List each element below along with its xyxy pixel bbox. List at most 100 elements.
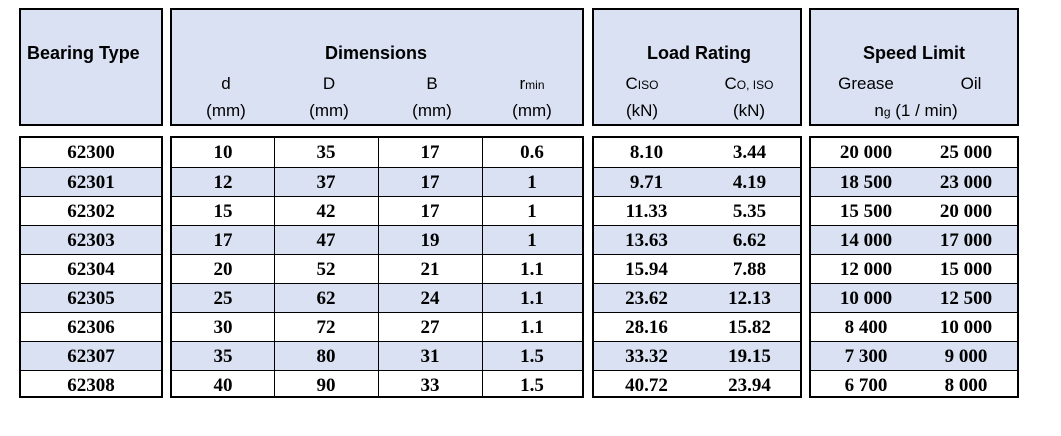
cell-r: 1: [527, 172, 537, 193]
cell-type: 62301: [67, 172, 115, 193]
table-row: 62304: [21, 254, 161, 284]
ciso-sub: ISO: [637, 78, 659, 92]
cell-d: 10: [213, 142, 233, 163]
cell-c: 11.33: [625, 201, 668, 222]
col-d-unit: (mm): [206, 101, 246, 120]
cell-type: 62304: [67, 259, 115, 280]
cell-oil: 9 000: [944, 346, 988, 367]
col-ciso-label: CISO: [612, 74, 672, 94]
ng-unit-text: (1 / min): [890, 101, 958, 120]
col-rmin-unit: (mm): [512, 101, 552, 120]
table-row: 15 42 17 1: [172, 196, 582, 226]
cell-d: 40: [213, 375, 233, 396]
table-row: 10 35 17 0.6: [172, 138, 582, 167]
cell-grease: 6 700: [844, 375, 888, 396]
load-rating-heading: Load Rating: [647, 43, 751, 63]
ng-main: n: [874, 101, 884, 120]
table-row: 15.94 7.88: [594, 254, 800, 284]
cell-c: 40.72: [625, 375, 668, 396]
cell-r: 1.5: [520, 375, 544, 396]
cell-D: 35: [316, 142, 336, 163]
column-divider: [378, 138, 379, 396]
cell-c: 9.71: [629, 172, 664, 193]
cell-d: 17: [213, 230, 233, 251]
table-row: 62303: [21, 225, 161, 255]
header-load-rating: Load Rating CISO CO, ISO (kN) (kN): [592, 8, 802, 126]
dimensions-heading: Dimensions: [325, 43, 428, 63]
table-block-bearing-type: 62300 62301 62302 62303 62304 62305 62306 62307…: [19, 136, 163, 398]
col-D-label: D: [322, 74, 336, 93]
cell-B: 17: [420, 172, 440, 193]
cell-D: 37: [316, 172, 336, 193]
cell-grease: 7 300: [844, 346, 888, 367]
column-divider: [274, 138, 275, 396]
cell-grease: 10 000: [839, 288, 893, 309]
cell-r: 1.1: [520, 288, 544, 309]
cell-oil: 20 000: [939, 201, 993, 222]
table-row: 28.16 15.82: [594, 312, 800, 342]
table-row: 40.72 23.94: [594, 370, 800, 400]
col-rmin-label: rmin: [497, 74, 567, 94]
table-row: 35 80 31 1.5: [172, 341, 582, 371]
table-row: 62305: [21, 283, 161, 313]
c0iso-sub: O, ISO: [736, 78, 774, 92]
table-row: 62307: [21, 341, 161, 371]
table-row: 13.63 6.62: [594, 225, 800, 255]
cell-c: 13.63: [625, 230, 668, 251]
cell-c0: 23.94: [728, 375, 771, 396]
c0iso-main: C: [724, 74, 737, 93]
table-row: 12 37 17 1: [172, 167, 582, 197]
cell-c0: 15.82: [728, 317, 771, 338]
cell-B: 27: [420, 317, 440, 338]
table-block-speed-limit: 20 000 25 000 18 500 23 000 15 500 20 000 14 0…: [809, 136, 1019, 398]
cell-r: 1.1: [520, 317, 544, 338]
rmin-main: r: [519, 74, 526, 93]
cell-D: 47: [316, 230, 336, 251]
speed-limit-heading: Speed Limit: [863, 43, 966, 63]
col-ciso-unit: (kN): [625, 101, 659, 120]
table-row: 15 500 20 000: [811, 196, 1017, 226]
cell-grease: 8 400: [844, 317, 888, 338]
cell-c0: 12.13: [728, 288, 771, 309]
cell-c: 33.32: [625, 346, 668, 367]
table-row: 9.71 4.19: [594, 167, 800, 197]
cell-oil: 25 000: [939, 142, 993, 163]
table-row: 10 000 12 500: [811, 283, 1017, 313]
table-row: 8.10 3.44: [594, 138, 800, 167]
table-row: 7 300 9 000: [811, 341, 1017, 371]
table-row: 18 500 23 000: [811, 167, 1017, 197]
cell-D: 52: [316, 259, 336, 280]
table-row: 12 000 15 000: [811, 254, 1017, 284]
cell-B: 31: [420, 346, 440, 367]
cell-type: 62308: [67, 375, 115, 396]
cell-d: 12: [213, 172, 233, 193]
cell-c0: 6.62: [732, 230, 767, 251]
table-row: 62308: [21, 370, 161, 400]
cell-type: 62302: [67, 201, 115, 222]
ciso-main: C: [625, 74, 638, 93]
cell-B: 17: [420, 142, 440, 163]
col-B-unit: (mm): [412, 101, 452, 120]
cell-r: 1.5: [520, 346, 544, 367]
table-row: 40 90 33 1.5: [172, 370, 582, 400]
table-block-dimensions: 10 35 17 0.6 12 37 17 1 15 42 17 1 17 47 19 1 20 52 21 1.1 2…: [170, 136, 584, 398]
cell-type: 62303: [67, 230, 115, 251]
header-speed-limit: Speed Limit Grease Oil ng (1 / min): [809, 8, 1019, 126]
cell-D: 72: [316, 317, 336, 338]
cell-c0: 19.15: [728, 346, 771, 367]
cell-grease: 12 000: [839, 259, 893, 280]
table-row: 33.32 19.15: [594, 341, 800, 371]
cell-c: 15.94: [625, 259, 668, 280]
cell-d: 35: [213, 346, 233, 367]
col-d-label: d: [221, 74, 231, 93]
cell-c0: 5.35: [732, 201, 767, 222]
ng-sub: g: [883, 105, 891, 119]
cell-d: 15: [213, 201, 233, 222]
cell-D: 42: [316, 201, 336, 222]
cell-type: 62307: [67, 346, 115, 367]
col-B-label: B: [426, 74, 438, 93]
cell-B: 19: [420, 230, 440, 251]
rmin-sub: min: [525, 78, 545, 92]
cell-type: 62305: [67, 288, 115, 309]
col-c0iso-label: CO, ISO: [709, 74, 789, 94]
